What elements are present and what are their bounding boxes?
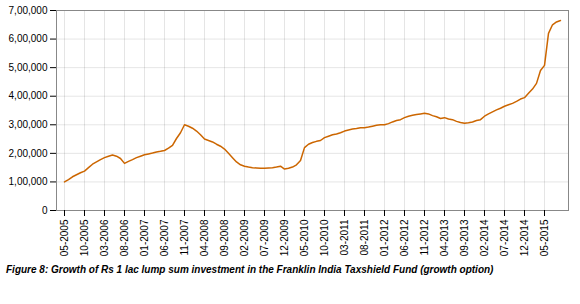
svg-text:07-2009: 07-2009	[259, 219, 270, 256]
svg-text:10-2010: 10-2010	[319, 219, 330, 256]
svg-text:05-2015: 05-2015	[539, 219, 550, 256]
svg-text:06-2012: 06-2012	[399, 219, 410, 256]
svg-text:7,00,000: 7,00,000	[9, 5, 48, 16]
svg-text:08-2011: 08-2011	[359, 219, 370, 255]
svg-text:05-2010: 05-2010	[299, 219, 310, 256]
svg-text:12-2014: 12-2014	[519, 219, 530, 256]
html-text:Figure 8: Growth of Rs 1 lac l: Figure 8: Growth of Rs 1 lac lump sum in…	[6, 264, 494, 275]
svg-text:03-2006: 03-2006	[99, 219, 110, 256]
svg-text:4,00,000: 4,00,000	[9, 90, 48, 101]
svg-text:2,00,000: 2,00,000	[9, 148, 48, 159]
svg-text:5,00,000: 5,00,000	[9, 62, 48, 73]
svg-text:10-2005: 10-2005	[79, 219, 90, 256]
svg-text:04-2013: 04-2013	[439, 219, 450, 256]
svg-text:08-2006: 08-2006	[119, 219, 130, 256]
svg-text:03-2011: 03-2011	[339, 219, 350, 255]
svg-text:1,00,000: 1,00,000	[9, 176, 48, 187]
svg-text:12-2009: 12-2009	[279, 219, 290, 256]
svg-text:0: 0	[42, 205, 48, 216]
svg-text:02-2009: 02-2009	[239, 219, 250, 256]
svg-text:07-2014: 07-2014	[499, 219, 510, 256]
svg-text:01-2012: 01-2012	[379, 219, 390, 256]
svg-text:11-2007: 11-2007	[179, 219, 190, 255]
svg-text:6,00,000: 6,00,000	[9, 33, 48, 44]
svg-text:02-2014: 02-2014	[479, 219, 490, 256]
svg-text:01-2007: 01-2007	[139, 219, 150, 256]
svg-text:09-2013: 09-2013	[459, 219, 470, 256]
svg-text:06-2007: 06-2007	[159, 219, 170, 256]
svg-text:04-2008: 04-2008	[199, 219, 210, 256]
svg-text:3,00,000: 3,00,000	[9, 119, 48, 130]
svg-text:11-2012: 11-2012	[419, 219, 430, 255]
svg-text:09-2008: 09-2008	[219, 219, 230, 256]
svg-text:05-2005: 05-2005	[59, 219, 70, 256]
